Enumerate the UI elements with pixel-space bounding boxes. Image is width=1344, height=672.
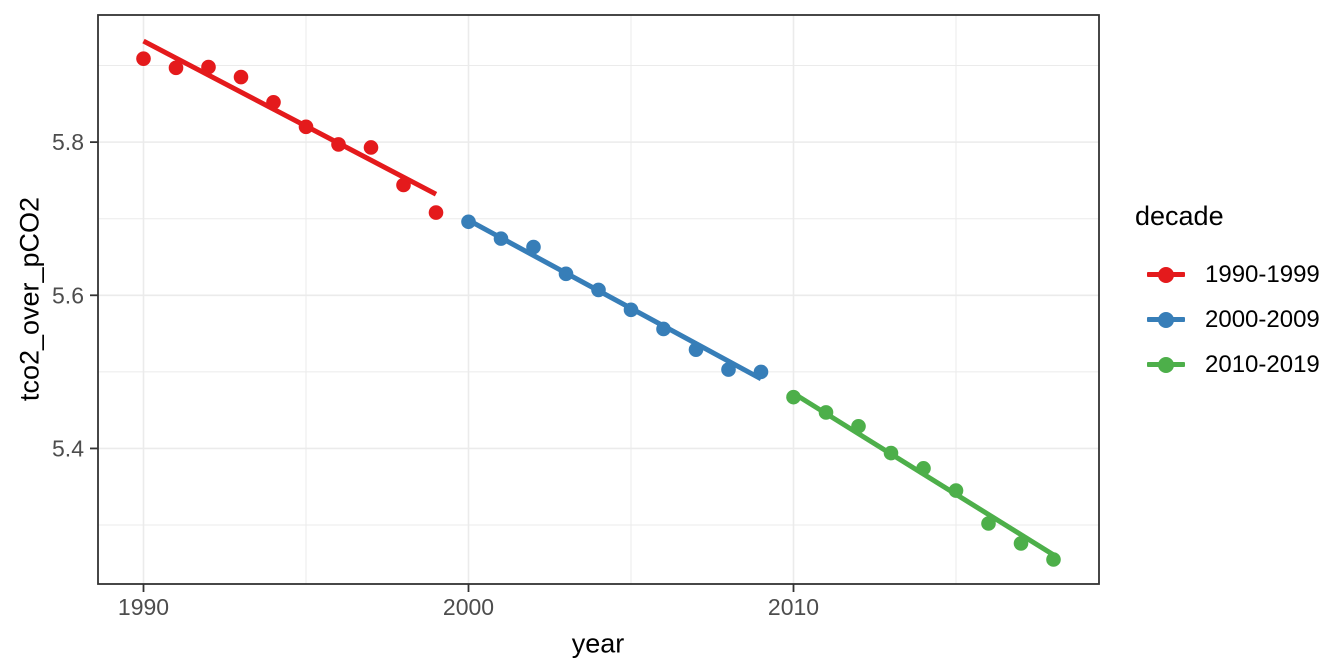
x-tick-label: 1990 bbox=[118, 594, 169, 620]
legend-label: 2000-2009 bbox=[1205, 305, 1320, 333]
legend-key-dot bbox=[1158, 266, 1174, 283]
trend-line bbox=[792, 391, 1055, 558]
x-tick-label: 2010 bbox=[768, 594, 819, 620]
data-point bbox=[233, 69, 249, 85]
legend-entry-1990s: 1990-1999 bbox=[1135, 252, 1320, 297]
legend: decade 1990-1999 2000-2009 2010-2019 bbox=[1135, 201, 1320, 387]
data-point bbox=[1046, 552, 1061, 567]
trend-line bbox=[142, 38, 438, 197]
legend-key-dot bbox=[1158, 356, 1174, 373]
legend-label: 1990-1999 bbox=[1205, 260, 1320, 288]
data-point bbox=[981, 516, 996, 531]
x-tick-label: 2000 bbox=[443, 594, 494, 620]
panel-border bbox=[97, 14, 1100, 585]
legend-key-line-dot-icon bbox=[1147, 311, 1185, 328]
y-tick-label: 5.6 bbox=[52, 282, 84, 308]
legend-title: decade bbox=[1135, 201, 1224, 231]
legend-entry-2000s: 2000-2009 bbox=[1135, 297, 1320, 342]
data-point bbox=[363, 140, 379, 155]
y-axis-title: tco2_over_pCO2 bbox=[14, 196, 45, 402]
y-tick-label: 5.8 bbox=[52, 129, 84, 155]
data-point bbox=[136, 51, 151, 66]
legend-label: 2010-2019 bbox=[1205, 350, 1320, 378]
legend-key-line-dot-icon bbox=[1147, 266, 1185, 283]
y-tick-label: 5.4 bbox=[52, 435, 84, 461]
legend-key-dot bbox=[1158, 311, 1174, 328]
data-point bbox=[168, 60, 184, 76]
x-axis-title: year bbox=[571, 628, 625, 659]
data-point bbox=[428, 205, 444, 220]
legend-entry-2010s: 2010-2019 bbox=[1135, 342, 1320, 387]
legend-key-line-dot-icon bbox=[1147, 356, 1185, 373]
trend-line bbox=[467, 218, 763, 381]
